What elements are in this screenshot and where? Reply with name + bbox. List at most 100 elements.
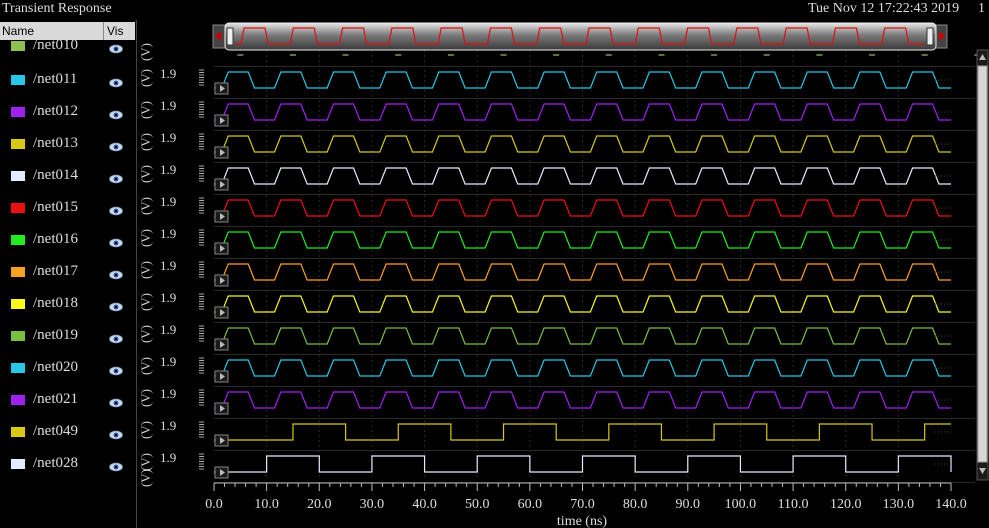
- x-axis-label: time (ns): [557, 514, 607, 528]
- x-tick-label: 70.0: [570, 497, 595, 512]
- y-tick-label: 1.9: [160, 66, 176, 81]
- eye-icon[interactable]: [109, 459, 123, 472]
- signal-name: /net015: [33, 199, 78, 215]
- plot-grid: [214, 50, 975, 483]
- signal-color-swatch: [11, 331, 25, 341]
- vis-column-header[interactable]: Vis: [107, 24, 124, 38]
- eye-icon[interactable]: [109, 107, 123, 120]
- signal-row[interactable]: /net028: [0, 453, 135, 475]
- waveform-trace: [214, 167, 951, 185]
- overview-trace: [235, 27, 925, 45]
- eye-icon[interactable]: [109, 235, 123, 248]
- waveform-net018[interactable]: [214, 295, 951, 313]
- y-unit-label: (V): [138, 389, 153, 407]
- play-icon: [220, 341, 225, 348]
- signal-color-swatch: [11, 395, 25, 405]
- window-title: Transient Response: [2, 1, 112, 16]
- signal-row[interactable]: /net012: [0, 101, 135, 123]
- scroll-up-icon[interactable]: [979, 54, 986, 60]
- eye-icon[interactable]: [109, 299, 123, 312]
- play-icon: [220, 181, 225, 188]
- play-icon: [220, 85, 225, 92]
- play-icon: [220, 213, 225, 220]
- signal-row[interactable]: /net017: [0, 261, 135, 283]
- signal-row[interactable]: /net019: [0, 325, 135, 347]
- waveform-net021[interactable]: [214, 391, 951, 409]
- overview-window[interactable]: [224, 22, 937, 51]
- signal-row[interactable]: /net013: [0, 133, 135, 155]
- eye-icon[interactable]: [109, 41, 123, 54]
- y-tick-label: 1.9: [160, 418, 176, 433]
- y-tick-label: 1.9: [160, 258, 176, 273]
- eye-icon[interactable]: [109, 203, 123, 216]
- signal-row[interactable]: /net020: [0, 357, 135, 379]
- y-tick-label: 1.9: [160, 162, 176, 177]
- y-unit-label: (V): [138, 133, 153, 151]
- waveform-net017[interactable]: [214, 263, 951, 281]
- overview-zoom-bar[interactable]: [212, 22, 948, 51]
- name-column-header[interactable]: Name: [0, 22, 104, 40]
- scrollbar-thumb[interactable]: [977, 65, 988, 463]
- signal-name: /net014: [33, 167, 78, 183]
- signal-list-header: Name Vis: [0, 22, 135, 40]
- y-unit-label: (V): [138, 165, 153, 183]
- signal-row[interactable]: /net049: [0, 421, 135, 443]
- waveform-net011[interactable]: [214, 71, 951, 89]
- x-tick-label: 10.0: [254, 497, 279, 512]
- signal-row[interactable]: /net018: [0, 293, 135, 315]
- play-icon: [220, 405, 225, 412]
- waveform-trace: [214, 423, 951, 441]
- waveform-net014[interactable]: [214, 167, 951, 185]
- signal-row[interactable]: /net014: [0, 165, 135, 187]
- subplot-index: 1: [978, 1, 985, 16]
- waveform-net020[interactable]: [214, 359, 951, 377]
- left-handle[interactable]: [226, 27, 234, 46]
- eye-icon[interactable]: [109, 331, 123, 344]
- y-unit-label: (V): [138, 229, 153, 247]
- signal-row[interactable]: /net011: [0, 69, 135, 91]
- signal-name: /net012: [33, 103, 78, 119]
- signal-color-swatch: [11, 235, 25, 245]
- x-tick-label: 140.0: [935, 497, 967, 512]
- eye-icon[interactable]: [109, 395, 123, 408]
- signal-color-swatch: [11, 203, 25, 213]
- eye-icon[interactable]: [109, 267, 123, 280]
- signal-row[interactable]: /net021: [0, 389, 135, 411]
- eye-icon[interactable]: [109, 363, 123, 376]
- waveform-net012[interactable]: [214, 103, 951, 121]
- waveform-trace: [214, 295, 951, 313]
- waveform-net016[interactable]: [214, 231, 951, 249]
- waveform-net049[interactable]: [214, 423, 951, 441]
- scroll-down-icon[interactable]: [979, 468, 986, 474]
- waveform-trace: [214, 263, 951, 281]
- overview-left-arrow-icon[interactable]: [215, 31, 221, 41]
- signal-row-partial[interactable]: /net010: [0, 40, 135, 57]
- waveform-trace: [214, 327, 951, 345]
- eye-icon[interactable]: [109, 139, 123, 152]
- signal-color-swatch: [11, 139, 25, 149]
- signal-color-swatch: [11, 459, 25, 469]
- waveform-net015[interactable]: [214, 199, 951, 217]
- waveform-trace: [214, 199, 951, 217]
- waveform-net013[interactable]: [214, 135, 951, 153]
- signal-color-swatch: [11, 267, 25, 277]
- vertical-scrollbar[interactable]: [976, 49, 989, 481]
- signal-name: /net011: [33, 71, 78, 87]
- signal-row[interactable]: /net016: [0, 229, 135, 251]
- x-tick-label: 130.0: [883, 497, 915, 512]
- eye-icon[interactable]: [109, 427, 123, 440]
- eye-icon[interactable]: [109, 171, 123, 184]
- waveform-trace: [214, 135, 951, 153]
- signal-color-swatch: [11, 75, 25, 85]
- right-handle[interactable]: [926, 27, 934, 46]
- waveform-trace: [214, 359, 951, 377]
- play-icon: [220, 309, 225, 316]
- eye-icon[interactable]: [109, 75, 123, 88]
- play-icon: [220, 149, 225, 156]
- waveform-trace: [214, 103, 951, 121]
- waveform-net028[interactable]: [214, 455, 952, 473]
- signal-row[interactable]: /net015: [0, 197, 135, 219]
- overview-right-arrow-icon[interactable]: [939, 31, 945, 41]
- waveform-net019[interactable]: [214, 327, 951, 345]
